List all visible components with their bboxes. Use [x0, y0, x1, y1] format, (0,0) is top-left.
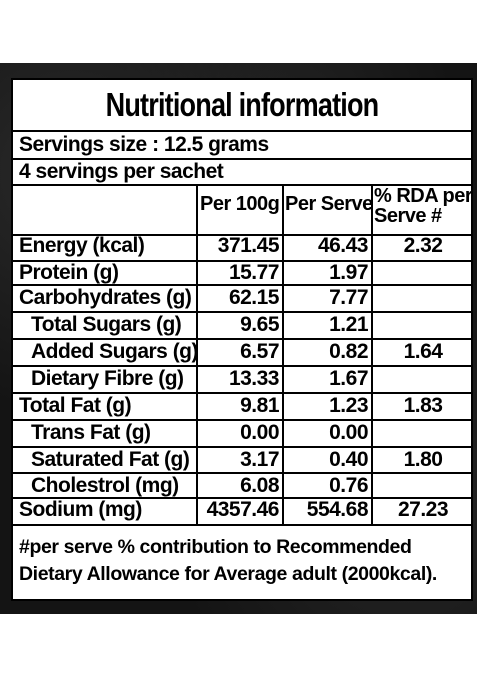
value-per-100g: 15.77 — [228, 261, 280, 284]
nutrient-name: Protein (g) — [19, 261, 119, 284]
divider — [13, 130, 471, 132]
value-per-serve: 1.23 — [329, 394, 368, 417]
value-per-serve: 7.77 — [329, 286, 368, 309]
header-per-100g: Per 100g — [200, 193, 280, 215]
nutrient-name: Saturated Fat (g) — [31, 448, 190, 471]
nutrient-name: Sodium (mg) — [19, 498, 142, 521]
header-per-serve: Per Serve — [285, 193, 373, 215]
nutrient-name: Cholestrol (mg) — [31, 474, 179, 497]
serving-size: Servings size : 12.5 grams — [19, 133, 269, 156]
value-rda: 1.64 — [403, 340, 443, 363]
row-divider — [13, 260, 471, 262]
value-per-100g: 6.08 — [240, 474, 279, 497]
header-rda: % RDA per Serve # — [374, 185, 473, 227]
value-per-serve: 554.68 — [306, 498, 369, 521]
column-divider — [282, 184, 284, 524]
value-per-100g: 9.81 — [240, 394, 279, 417]
divider — [13, 184, 471, 186]
value-rda: 2.32 — [403, 234, 443, 257]
value-per-100g: 3.17 — [240, 448, 279, 471]
column-divider — [196, 184, 198, 524]
nutrient-name: Dietary Fibre (g) — [31, 367, 184, 390]
divider — [13, 158, 471, 160]
value-per-serve: 0.40 — [329, 448, 368, 471]
nutrient-name: Added Sugars (g) — [31, 340, 199, 363]
footnote: #per serve % contribution to Recommended… — [19, 536, 437, 585]
value-rda: 1.83 — [403, 394, 443, 417]
servings-per-sachet: 4 servings per sachet — [19, 160, 224, 183]
nutrient-name: Total Sugars (g) — [31, 313, 182, 336]
label-title: Nutritional information — [105, 86, 380, 123]
value-per-serve: 46.43 — [317, 234, 369, 257]
value-per-serve: 0.82 — [329, 340, 368, 363]
value-rda: 1.80 — [403, 448, 443, 471]
value-per-serve: 0.76 — [329, 474, 368, 497]
row-divider — [13, 311, 471, 313]
nutrient-name: Trans Fat (g) — [31, 421, 151, 444]
value-per-100g: 371.45 — [217, 234, 280, 257]
row-divider — [13, 472, 471, 474]
value-per-100g: 4357.46 — [206, 498, 280, 521]
value-per-serve: 0.00 — [329, 421, 368, 444]
value-rda: 27.23 — [397, 498, 449, 521]
nutrient-name: Total Fat (g) — [19, 394, 132, 417]
value-per-100g: 0.00 — [240, 421, 279, 444]
row-divider — [13, 338, 471, 340]
nutrition-label: Nutritional information Servings size : … — [11, 78, 473, 601]
nutrient-name: Energy (kcal) — [19, 234, 145, 257]
row-divider — [13, 365, 471, 367]
row-divider — [13, 446, 471, 448]
value-per-100g: 9.65 — [240, 313, 279, 336]
row-divider — [13, 284, 471, 286]
value-per-100g: 6.57 — [240, 340, 279, 363]
row-divider — [13, 392, 471, 394]
divider — [13, 524, 471, 526]
value-per-100g: 62.15 — [228, 286, 280, 309]
nutrient-name: Carbohydrates (g) — [19, 286, 192, 309]
value-per-100g: 13.33 — [228, 367, 280, 390]
column-divider — [371, 184, 373, 524]
row-divider — [13, 234, 471, 236]
row-divider — [13, 497, 471, 499]
value-per-serve: 1.21 — [329, 313, 368, 336]
value-per-serve: 1.67 — [329, 367, 368, 390]
row-divider — [13, 419, 471, 421]
value-per-serve: 1.97 — [329, 261, 368, 284]
